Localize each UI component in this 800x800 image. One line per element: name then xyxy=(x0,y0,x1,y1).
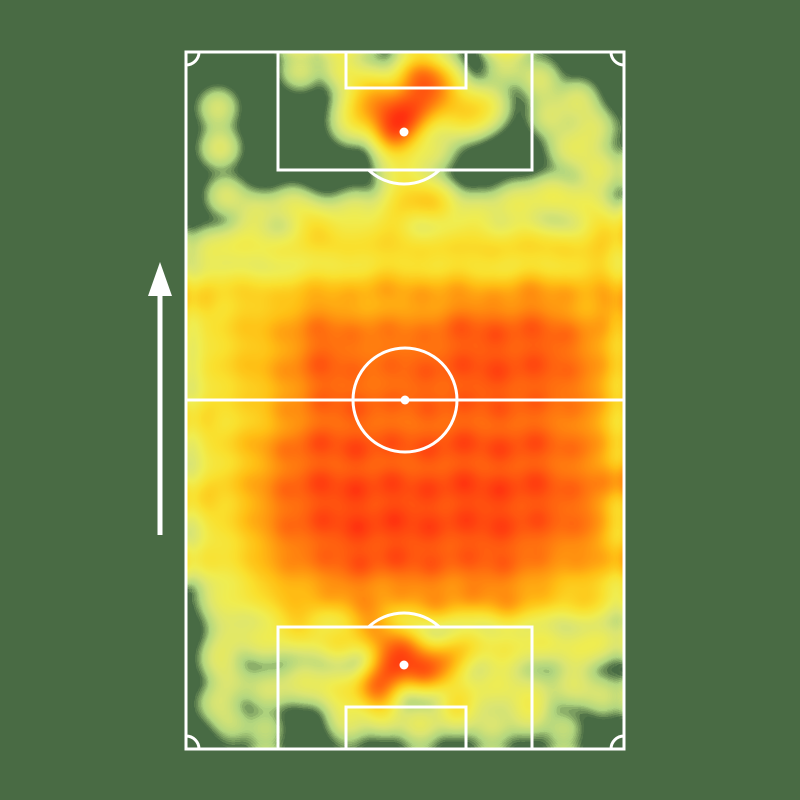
pitch-markings xyxy=(184,50,626,751)
heat-blob xyxy=(386,52,450,104)
heat-blob xyxy=(186,472,226,528)
top-penalty-arc xyxy=(367,168,441,186)
heat-blob xyxy=(188,116,252,180)
heat-blob xyxy=(536,702,592,749)
corner-arc-bottom-left xyxy=(185,734,201,750)
heat-blob xyxy=(588,452,624,508)
bottom-penalty-spot xyxy=(399,660,409,670)
centre-circle xyxy=(351,346,459,454)
corner-arc-top-right xyxy=(609,51,625,67)
bottom-penalty-arc xyxy=(367,611,441,629)
heat-blob xyxy=(572,664,624,728)
corner-arc-bottom-right xyxy=(609,734,625,750)
heat-blob xyxy=(588,532,624,588)
heatmap-layer xyxy=(186,52,624,749)
arrow-head xyxy=(148,262,172,296)
corner-arc-top-left xyxy=(185,51,201,67)
heat-blob xyxy=(186,392,226,448)
centre-spot xyxy=(400,395,410,405)
heat-blob xyxy=(186,532,224,588)
heat-blob xyxy=(588,272,624,328)
heat-blob xyxy=(186,272,228,328)
heat-blob xyxy=(188,632,244,688)
heat-blob xyxy=(186,676,242,732)
heat-blob xyxy=(238,702,294,749)
heat-blob xyxy=(574,608,624,672)
direction-arrow xyxy=(148,262,172,535)
top-penalty-spot xyxy=(399,127,409,137)
bottom-goal-area xyxy=(344,705,468,751)
heat-blob xyxy=(310,52,366,92)
arrow-shaft xyxy=(157,296,163,535)
top-goal-area xyxy=(344,50,468,90)
